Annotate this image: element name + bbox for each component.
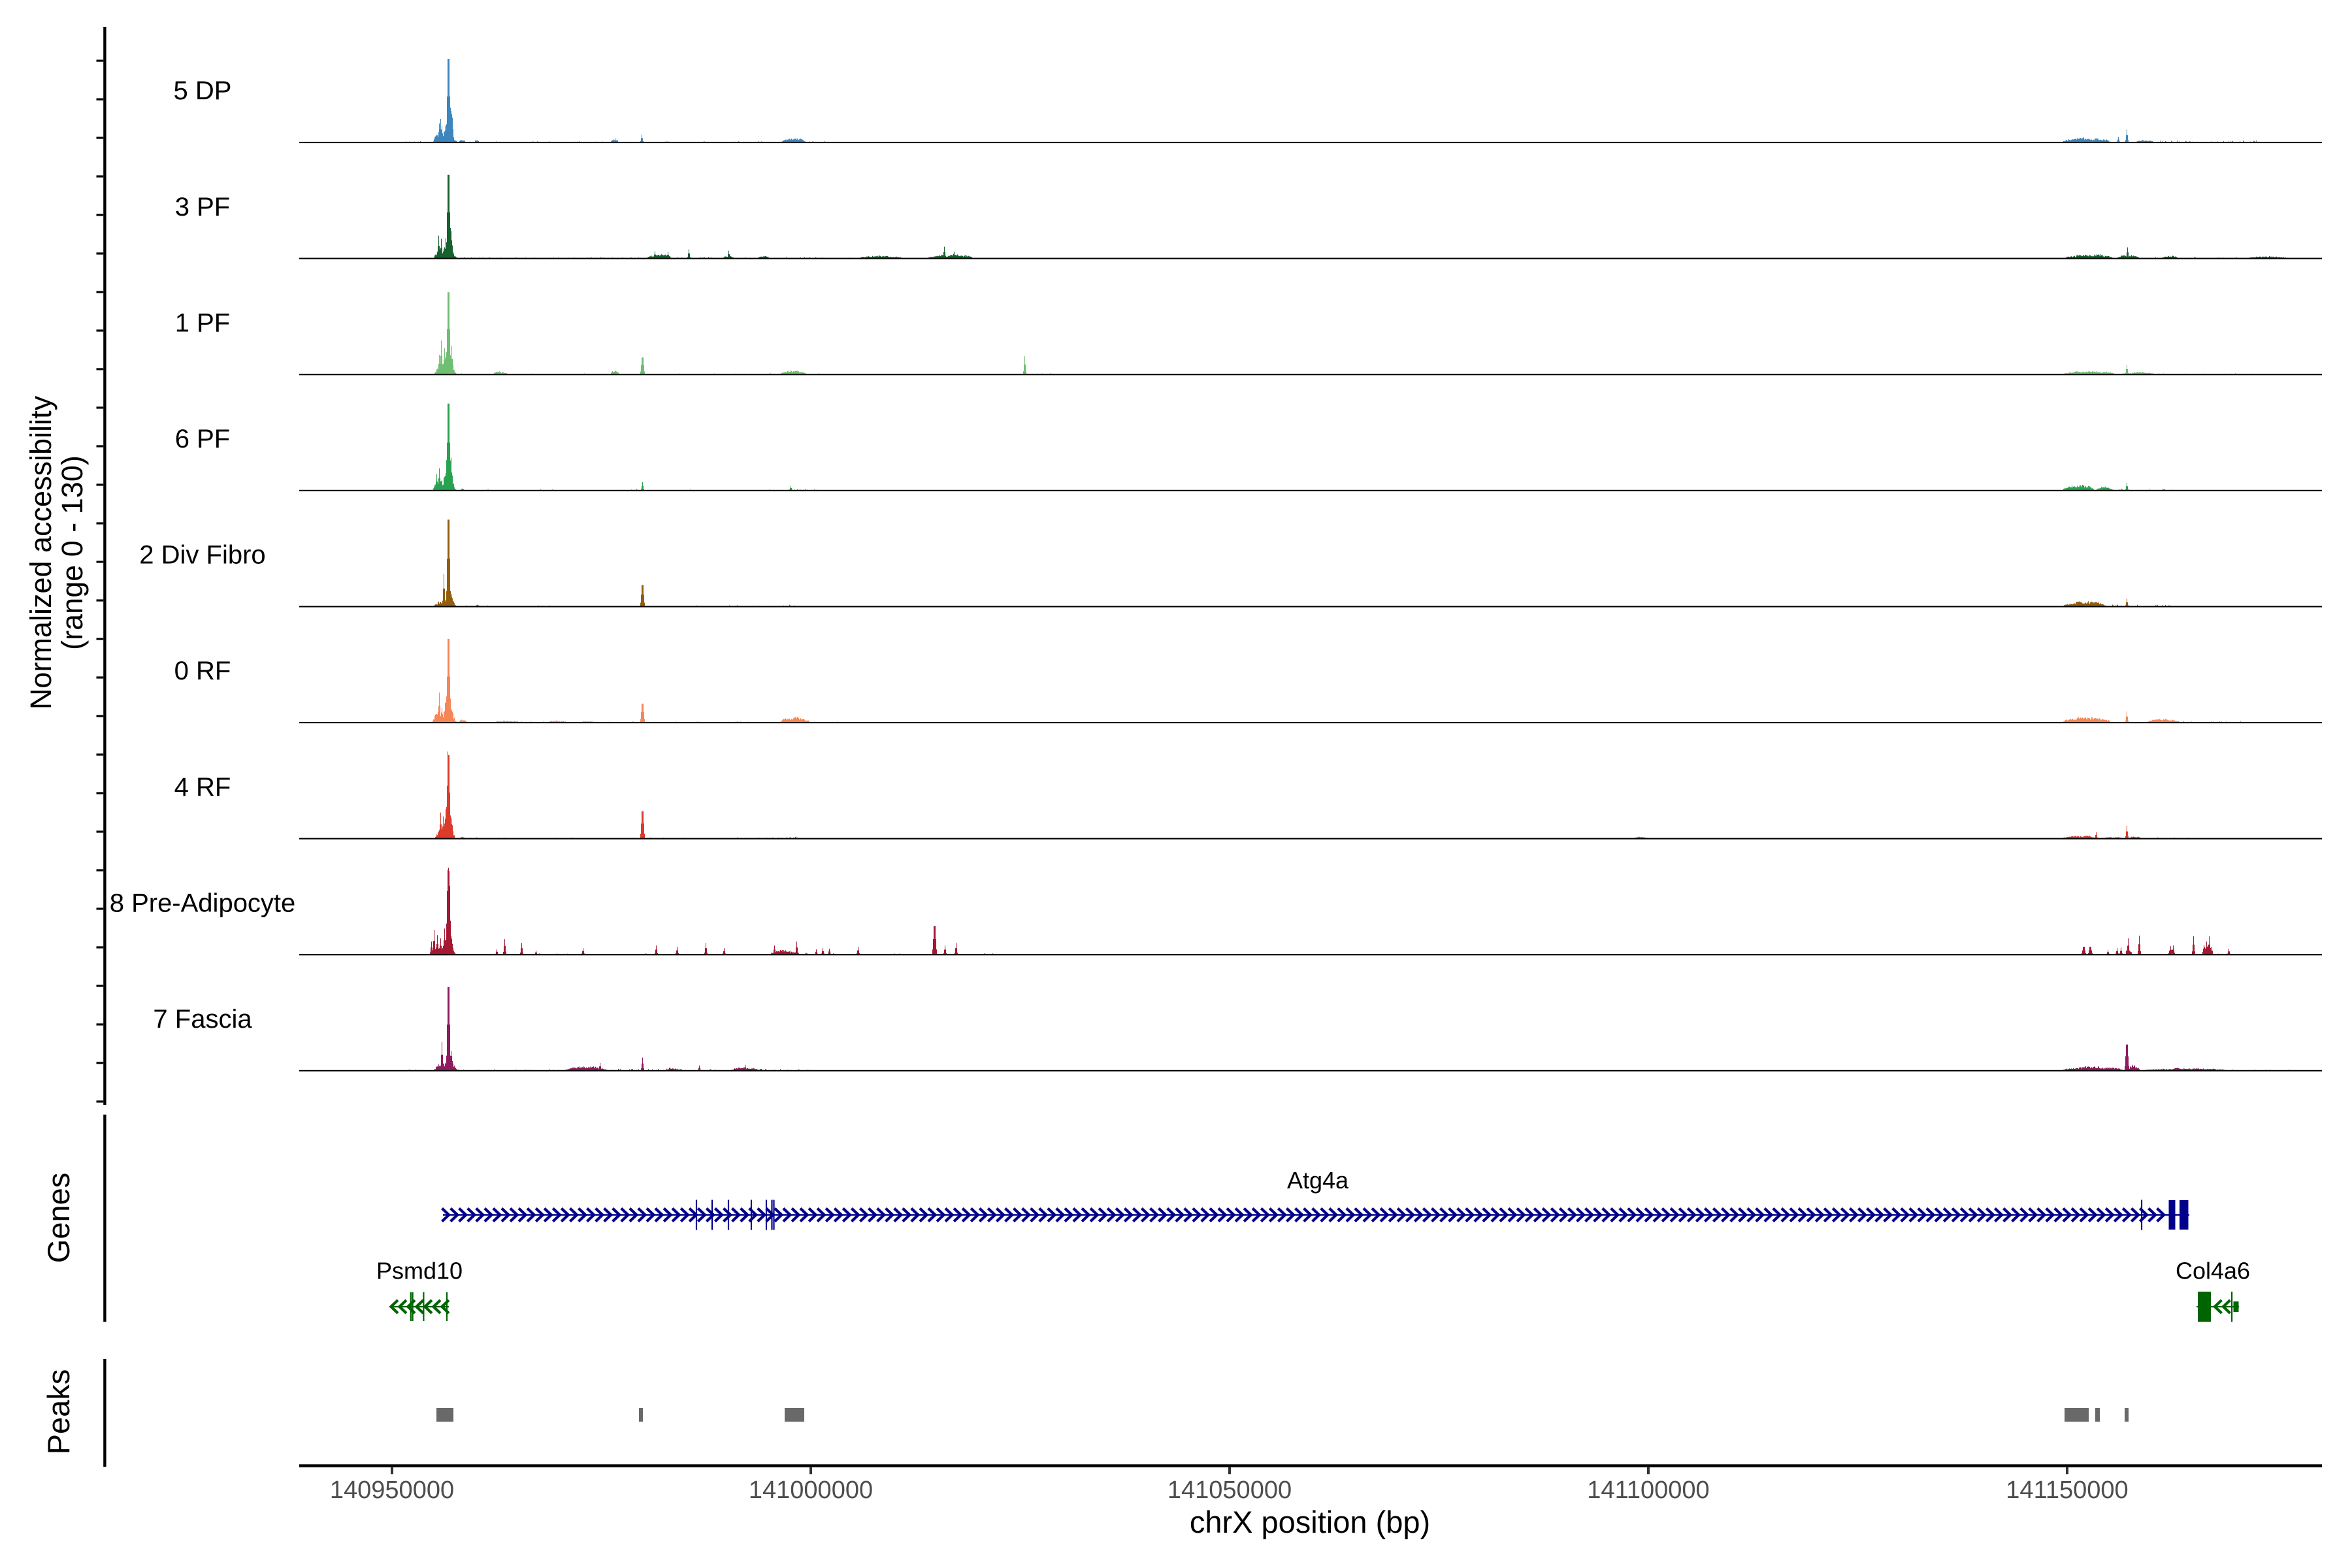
svg-text:141050000: 141050000 (1168, 1477, 1292, 1504)
svg-text:Col4a6: Col4a6 (2176, 1258, 2250, 1284)
svg-text:141000000: 141000000 (749, 1477, 873, 1504)
svg-text:141150000: 141150000 (2006, 1477, 2128, 1504)
svg-text:0 RF: 0 RF (174, 657, 231, 685)
svg-text:Atg4a: Atg4a (1287, 1167, 1349, 1194)
svg-text:1 PF: 1 PF (175, 308, 230, 337)
svg-text:141100000: 141100000 (1587, 1477, 1709, 1504)
svg-text:8 Pre-Adipocyte: 8 Pre-Adipocyte (110, 889, 296, 917)
svg-text:140950000: 140950000 (330, 1477, 454, 1504)
svg-text:3 PF: 3 PF (175, 193, 230, 221)
svg-text:Genes: Genes (41, 1173, 76, 1263)
svg-text:Psmd10: Psmd10 (376, 1258, 463, 1284)
svg-text:4 RF: 4 RF (174, 773, 231, 802)
svg-text:Normalized accessibility: Normalized accessibility (24, 395, 57, 710)
svg-text:2 Div Fibro: 2 Div Fibro (139, 541, 265, 570)
svg-text:(range 0 - 130): (range 0 - 130) (56, 455, 89, 650)
svg-text:Peaks: Peaks (41, 1369, 76, 1455)
svg-text:chrX position (bp): chrX position (bp) (1190, 1505, 1430, 1539)
svg-text:5 DP: 5 DP (174, 76, 232, 105)
svg-text:7 Fascia: 7 Fascia (153, 1005, 252, 1034)
svg-text:6 PF: 6 PF (175, 425, 230, 453)
